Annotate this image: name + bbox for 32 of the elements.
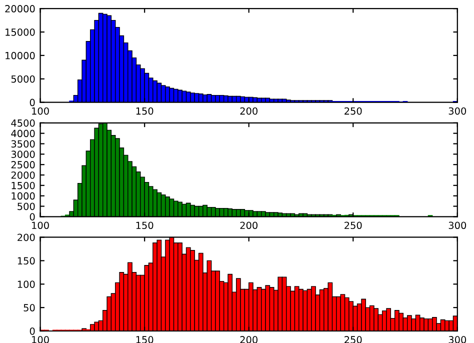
y-tick-label: 2000 (11, 171, 35, 179)
x-tick-label: 300 (448, 336, 466, 343)
x-tick-label: 300 (448, 222, 466, 230)
y-tick-label: 20000 (5, 5, 35, 12)
y-tick-label: 10000 (6, 52, 35, 60)
y-tick-label: 100 (18, 280, 35, 288)
x-tick-label: 300 (448, 107, 466, 115)
y-tick-label: 1500 (12, 182, 35, 190)
y-tick-label: 200 (18, 234, 35, 242)
y-tick-label: 0 (30, 98, 35, 106)
y-tick-label: 3500 (11, 140, 35, 148)
y-tick-label: 150 (18, 257, 35, 265)
y-tick-label: 4000 (11, 130, 35, 138)
x-tick-label: 150 (136, 222, 154, 230)
x-tick-label: 200 (240, 222, 258, 230)
y-tick-label: 1000 (12, 192, 35, 200)
y-tick-label: 3000 (11, 150, 35, 158)
y-tick-label: 2500 (11, 161, 35, 168)
x-tick-label: 250 (344, 336, 362, 343)
x-tick-label: 250 (344, 107, 362, 115)
y-tick-label: 15000 (6, 28, 35, 36)
y-tick-label: 0 (30, 327, 35, 335)
y-tick-label: 0 (30, 213, 35, 220)
x-tick-label: 200 (240, 107, 258, 115)
y-tick-label: 4500 (11, 119, 35, 127)
x-tick-label: 250 (344, 222, 362, 230)
y-tick-label: 50 (24, 304, 35, 312)
x-tick-label: 150 (136, 107, 154, 115)
y-tick-label: 500 (18, 202, 35, 210)
x-tick-label: 200 (240, 336, 258, 343)
x-tick-label: 150 (136, 336, 154, 343)
y-tick-label: 5000 (11, 75, 35, 83)
